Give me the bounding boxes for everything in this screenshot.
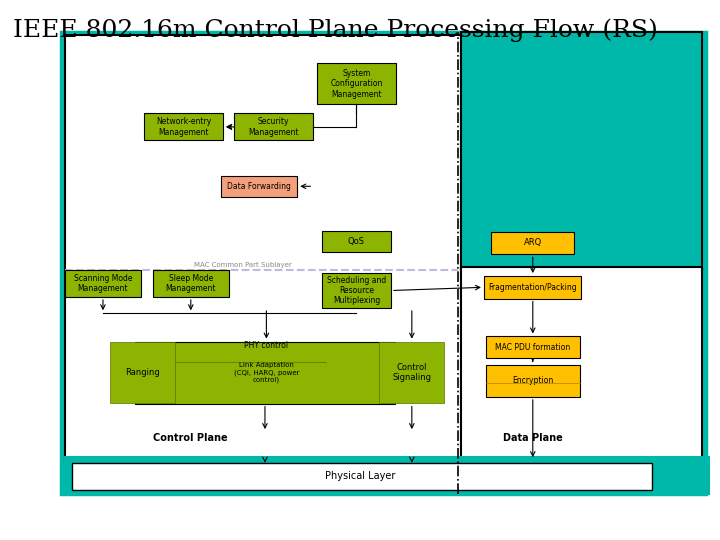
Text: Link Adaptation
(CQI, HARQ, power
control): Link Adaptation (CQI, HARQ, power contro… xyxy=(234,362,299,383)
Bar xyxy=(65,457,709,494)
Bar xyxy=(491,232,575,254)
Bar xyxy=(323,273,390,308)
Text: Ranging: Ranging xyxy=(125,368,160,377)
Bar xyxy=(486,364,580,397)
Text: Control Plane: Control Plane xyxy=(153,434,228,443)
Bar xyxy=(379,342,444,403)
Text: Encryption: Encryption xyxy=(512,376,554,385)
Text: Control
Signaling: Control Signaling xyxy=(392,363,431,382)
Text: System
Configuration
Management: System Configuration Management xyxy=(330,69,382,99)
Bar xyxy=(65,35,461,462)
Text: Sleep Mode
Management: Sleep Mode Management xyxy=(166,274,216,293)
Text: ARQ: ARQ xyxy=(523,239,542,247)
Bar xyxy=(144,113,223,140)
Text: Scheduling and
Resource
Multiplexing: Scheduling and Resource Multiplexing xyxy=(327,275,386,306)
Bar xyxy=(65,270,141,297)
Bar xyxy=(484,276,582,299)
Text: IEEE 802.16m Control Plane Processing Flow (RS): IEEE 802.16m Control Plane Processing Fl… xyxy=(13,19,658,43)
Text: Fragmentation/Packing: Fragmentation/Packing xyxy=(488,283,577,292)
Bar xyxy=(234,113,313,140)
Bar xyxy=(461,32,702,270)
Text: PHY control: PHY control xyxy=(244,341,289,350)
Text: Data Plane: Data Plane xyxy=(503,434,562,443)
Bar xyxy=(486,336,580,358)
Text: Network-entry
Management: Network-entry Management xyxy=(156,117,211,137)
Bar xyxy=(323,231,390,252)
Bar xyxy=(110,342,175,403)
Text: Physical Layer: Physical Layer xyxy=(325,471,395,481)
Text: MAC PDU formation: MAC PDU formation xyxy=(495,343,570,352)
Text: Security
Management: Security Management xyxy=(248,117,299,137)
Text: MAC Common Part Sublayer: MAC Common Part Sublayer xyxy=(194,262,292,268)
Bar xyxy=(135,342,395,404)
Bar xyxy=(61,32,706,494)
Text: Data Forwarding: Data Forwarding xyxy=(228,182,291,191)
Bar xyxy=(222,176,297,197)
Bar xyxy=(461,267,702,462)
Text: QoS: QoS xyxy=(348,237,365,246)
Bar xyxy=(72,463,652,490)
Bar xyxy=(317,63,396,104)
Text: Scanning Mode
Management: Scanning Mode Management xyxy=(73,274,132,293)
Bar xyxy=(153,270,229,297)
